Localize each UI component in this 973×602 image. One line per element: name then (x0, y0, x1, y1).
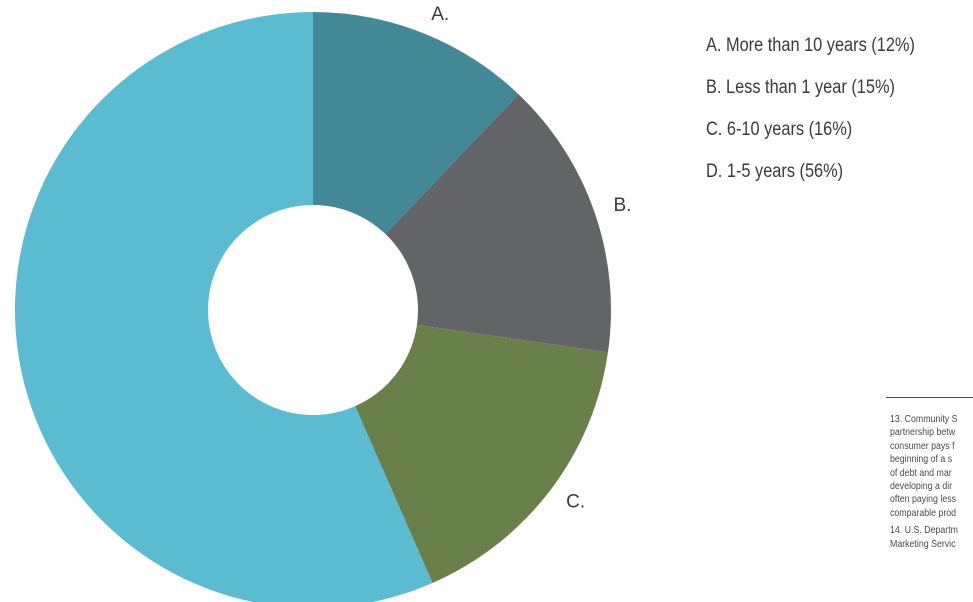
footnote-line: 14. U.S. Departm (890, 525, 958, 537)
slice-label-d: D. (0, 364, 2, 385)
footnote-line: consumer pays f (890, 440, 955, 452)
footnote-line: 13. Community S (890, 414, 958, 425)
legend-item-a: A. More than 10 years (12%) (706, 35, 915, 56)
footnotes: 13. Community S partnership betw consume… (890, 413, 973, 602)
footnote-line: beginning of a s (890, 454, 953, 466)
footnote-divider (886, 397, 973, 398)
slice-label-c: C. (566, 492, 585, 513)
slice-labels: A. B. C. D. (0, 4, 631, 513)
footnote-line: partnership betw (890, 427, 956, 439)
legend-item-d: D. 1-5 years (56%) (706, 161, 844, 182)
footnote-line: of debt and mar (890, 467, 952, 479)
legend-item-c: C. 6-10 years (16%) (706, 119, 853, 140)
slice-label-b: B. (614, 195, 632, 216)
footnote-line: often paying less (890, 494, 957, 506)
slice-label-a: A. (431, 4, 449, 25)
donut-hole (208, 205, 418, 415)
legend: A. More than 10 years (12%) B. Less than… (706, 36, 949, 204)
footnote-line: comparable prod (890, 507, 957, 519)
footnote-line: developing a dir (890, 480, 953, 492)
legend-item-b: B. Less than 1 year (15%) (706, 77, 895, 98)
footnote-line: Marketing Servic (890, 538, 956, 550)
